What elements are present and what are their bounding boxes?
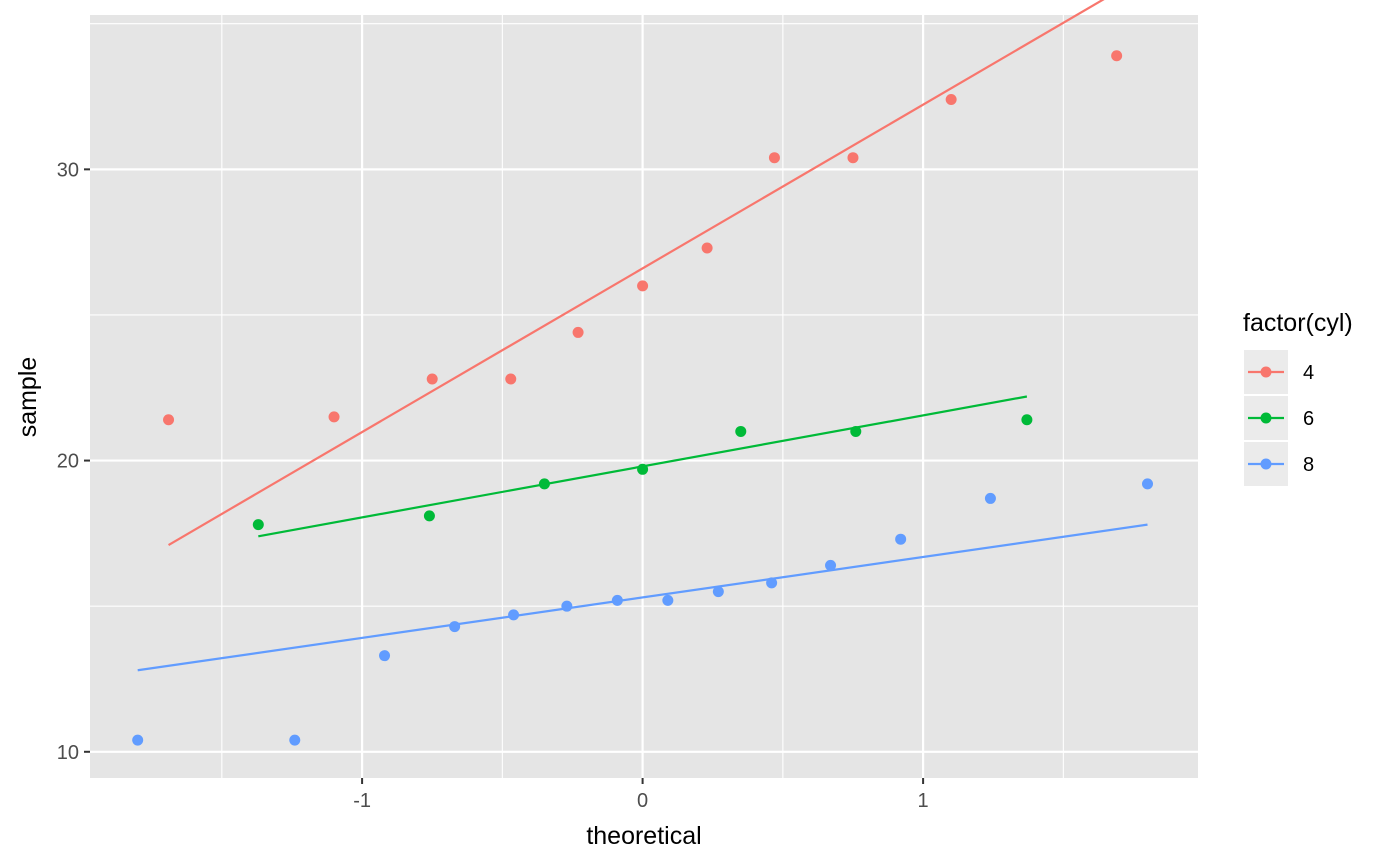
y-axis-ticks: 10 20 30 bbox=[57, 159, 90, 764]
point-cyl-6 bbox=[637, 463, 649, 475]
point-cyl-4 bbox=[328, 411, 340, 423]
point-cyl-8 bbox=[984, 492, 996, 504]
legend-key-point bbox=[1260, 366, 1272, 378]
x-axis-title: theoretical bbox=[586, 822, 701, 850]
legend: factor(cyl) 4 6 8 bbox=[1243, 309, 1353, 486]
plot-panel bbox=[90, 15, 1198, 778]
point-cyl-4 bbox=[426, 373, 438, 385]
point-cyl-8 bbox=[895, 533, 907, 545]
legend-label: 4 bbox=[1303, 362, 1314, 384]
point-cyl-8 bbox=[508, 609, 520, 621]
fit-line-8 bbox=[137, 523, 1148, 672]
point-cyl-8 bbox=[379, 650, 391, 662]
point-cyl-4 bbox=[945, 93, 957, 105]
point-cyl-4 bbox=[701, 242, 713, 254]
fit-line-4 bbox=[167, 0, 1105, 546]
y-tick-label: 30 bbox=[57, 159, 79, 181]
y-tick-label: 20 bbox=[57, 451, 79, 473]
point-cyl-8 bbox=[766, 577, 778, 589]
y-axis-title: sample bbox=[14, 357, 42, 438]
point-cyl-8 bbox=[662, 594, 674, 606]
point-cyl-8 bbox=[449, 621, 461, 633]
data-points bbox=[132, 50, 1154, 746]
legend-key-point bbox=[1260, 412, 1272, 424]
point-cyl-8 bbox=[561, 600, 573, 612]
point-cyl-8 bbox=[132, 734, 144, 746]
x-axis-ticks: -1 0 1 bbox=[353, 778, 929, 812]
point-cyl-8 bbox=[825, 559, 837, 571]
legend-label: 6 bbox=[1303, 408, 1314, 430]
point-cyl-6 bbox=[1021, 414, 1033, 426]
point-cyl-6 bbox=[850, 425, 862, 437]
point-cyl-6 bbox=[735, 425, 747, 437]
point-cyl-4 bbox=[1111, 50, 1123, 62]
y-tick-label: 10 bbox=[57, 742, 79, 764]
point-cyl-4 bbox=[637, 280, 649, 292]
point-cyl-6 bbox=[538, 478, 550, 490]
legend-key-point bbox=[1260, 458, 1272, 470]
point-cyl-4 bbox=[163, 414, 175, 426]
x-tick-label: 1 bbox=[918, 790, 929, 812]
point-cyl-4 bbox=[847, 152, 859, 164]
legend-label: 8 bbox=[1303, 454, 1314, 476]
point-cyl-4 bbox=[505, 373, 517, 385]
point-cyl-8 bbox=[611, 594, 623, 606]
x-tick-label: 0 bbox=[637, 790, 648, 812]
minor-gridlines bbox=[90, 15, 1198, 778]
point-cyl-8 bbox=[289, 734, 301, 746]
point-cyl-4 bbox=[572, 326, 584, 338]
legend-title: factor(cyl) bbox=[1243, 309, 1353, 337]
point-cyl-8 bbox=[712, 586, 724, 598]
point-cyl-6 bbox=[423, 510, 435, 522]
point-cyl-8 bbox=[1142, 478, 1154, 490]
x-tick-label: -1 bbox=[353, 790, 371, 812]
point-cyl-6 bbox=[252, 519, 264, 531]
point-cyl-4 bbox=[768, 152, 780, 164]
major-gridlines bbox=[90, 15, 1198, 778]
